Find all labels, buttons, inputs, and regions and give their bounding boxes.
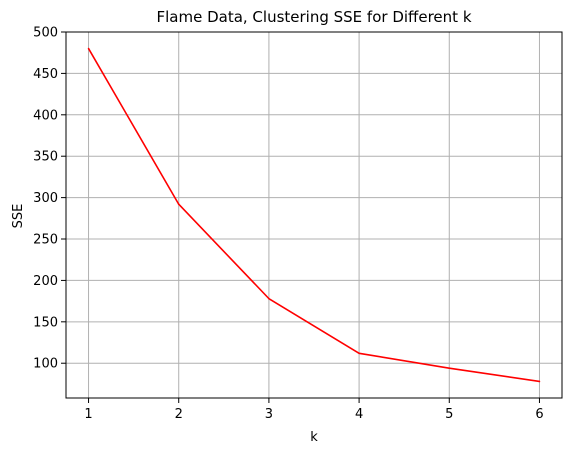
- y-tick-label: 450: [33, 67, 58, 82]
- x-tick-label: 2: [175, 407, 183, 422]
- y-tick-label: 400: [33, 108, 58, 123]
- x-tick-label: 5: [445, 407, 453, 422]
- data-point: [268, 297, 270, 300]
- plot-frame: [65, 31, 563, 399]
- y-axis-label: SSE: [11, 204, 26, 229]
- x-axis-label: k: [310, 430, 318, 445]
- y-tick-label: 250: [33, 233, 58, 248]
- chart-title: Flame Data, Clustering SSE for Different…: [156, 8, 471, 26]
- series-layer: [87, 47, 541, 383]
- x-tick-label: 6: [535, 407, 543, 422]
- y-tick-label: 350: [33, 150, 58, 165]
- x-tick-label: 1: [84, 407, 92, 422]
- data-point: [448, 367, 451, 369]
- data-point: [87, 47, 90, 50]
- y-tick-label: 500: [33, 26, 58, 41]
- data-point: [177, 203, 180, 206]
- data-point: [358, 352, 360, 355]
- data-point: [538, 380, 541, 383]
- grid: [66, 31, 562, 398]
- y-axis: 100 150 200 250 300 350 400 450 500: [33, 26, 66, 372]
- x-tick-label: 4: [355, 407, 363, 422]
- y-tick-label: 100: [33, 357, 58, 372]
- x-axis: 1 2 3 4 5 6: [84, 398, 544, 422]
- y-tick-label: 300: [33, 191, 58, 206]
- y-tick-label: 150: [33, 315, 58, 330]
- sse-line: [87, 48, 540, 383]
- x-tick-label: 3: [265, 407, 273, 422]
- y-tick-label: 200: [33, 274, 58, 289]
